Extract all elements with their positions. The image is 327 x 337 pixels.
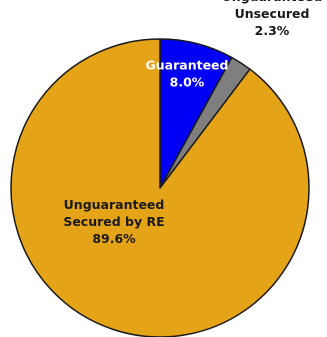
slice-label-guaranteed: Guaranteed 8.0% [146, 58, 229, 90]
pie-slice-unguaranteed-secured-by-re [10, 38, 310, 337]
slice-label-line: Unsecured [235, 6, 310, 21]
slice-label-line: Secured by RE [63, 214, 164, 229]
slice-label-line: Guaranteed [146, 58, 229, 73]
pie-labels: Guaranteed8.0%UnguaranteedUnsecured2.3%U… [63, 0, 322, 246]
slice-label-unguaranteed-secured-by-re: Unguaranteed Secured by RE 89.6% [63, 197, 164, 246]
slice-label-line: 8.0% [170, 75, 205, 90]
slice-label-line: 89.6% [92, 231, 136, 246]
pie-slices [10, 38, 310, 337]
slice-label-line: Unguaranteed [64, 197, 165, 212]
slice-label-line: Unguaranteed [222, 0, 323, 4]
slice-label-line: 2.3% [255, 23, 290, 38]
slice-label-unguaranteed-unsecured: Unguaranteed Unsecured 2.3% [222, 0, 323, 38]
